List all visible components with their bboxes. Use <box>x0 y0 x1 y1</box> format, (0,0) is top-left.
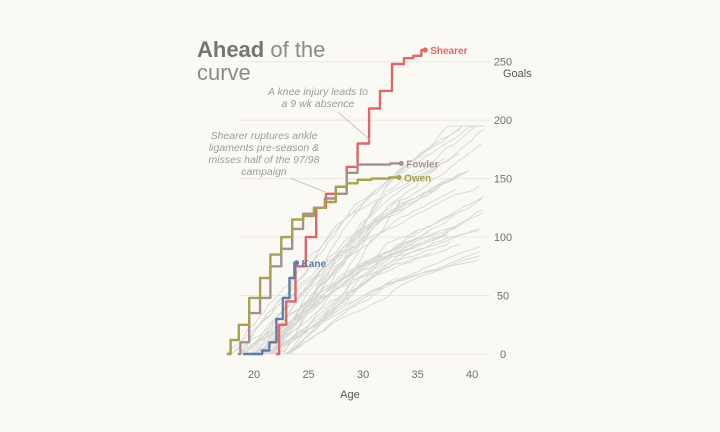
y-tick-label: 200 <box>494 115 512 127</box>
svg-text:Ahead of the: Ahead of the <box>197 37 325 62</box>
other-player-line <box>238 125 484 355</box>
annotation-knee-line-2: a 9 wk absence <box>282 98 355 110</box>
series-label-owen: Owen <box>404 173 431 184</box>
annotation-ankle-injury: Shearer ruptures ankle ligaments pre-sea… <box>209 130 326 193</box>
y-tick-label: 100 <box>494 232 512 244</box>
title-line-2: curve <box>197 60 251 85</box>
other-player-line <box>263 245 480 355</box>
annotation-knee-leader <box>337 111 371 141</box>
x-axis-label: Age <box>340 389 360 401</box>
other-player-line <box>244 189 436 355</box>
other-player-line <box>231 158 445 355</box>
x-tick-label: 20 <box>248 369 260 381</box>
series-line-fowler <box>237 162 402 356</box>
other-player-line <box>278 196 484 355</box>
y-tick-label: 150 <box>494 174 512 186</box>
annotation-ankle-leader <box>289 177 326 193</box>
x-tick-label: 30 <box>357 369 369 381</box>
y-tick-label: 0 <box>500 349 506 361</box>
other-player-line <box>255 209 483 355</box>
y-axis-ticks: 0 50 100 150 200 250 <box>494 57 512 361</box>
series-label-shearer: Shearer <box>430 46 467 57</box>
other-player-line <box>271 177 451 355</box>
annotation-ankle-line-1: Shearer ruptures ankle <box>211 130 318 142</box>
series-label-kane: Kane <box>302 259 327 270</box>
other-player-line <box>283 125 485 355</box>
annotation-knee-line-1: A knee injury leads to <box>267 86 368 98</box>
y-tick-label: 250 <box>494 57 512 69</box>
other-player-line <box>264 199 379 355</box>
other-player-line <box>286 198 402 355</box>
title-strong-word: Ahead <box>197 37 264 62</box>
annotation-ankle-line-2: ligaments pre-season & <box>209 142 319 154</box>
horizontal-gridlines <box>240 61 490 355</box>
other-player-line <box>271 231 418 355</box>
other-player-line <box>284 251 481 355</box>
other-player-line <box>287 198 483 355</box>
series-label-fowler: Fowler <box>406 159 438 170</box>
x-axis-ticks: 20 25 30 35 40 <box>248 369 478 381</box>
other-player-line <box>272 125 482 355</box>
title-rest: of the <box>264 37 325 62</box>
annotation-ankle-line-4: campaign <box>241 166 287 178</box>
series-line-owen <box>226 176 400 356</box>
x-tick-label: 35 <box>411 369 423 381</box>
other-player-line <box>239 231 430 355</box>
x-tick-label: 40 <box>466 369 478 381</box>
series-end-dot-owen <box>396 174 402 181</box>
annotation-ankle-line-3: misses half of the 97/98 <box>209 154 320 166</box>
series-end-dot-fowler <box>398 160 404 167</box>
series-end-dot-kane <box>293 260 300 266</box>
highlighted-player-lines: Shearer Fowler Owen Kane <box>226 46 468 356</box>
other-player-line <box>231 260 377 355</box>
other-player-line <box>251 212 484 355</box>
y-axis-label: Goals <box>503 68 532 80</box>
series-line-kane <box>243 261 297 356</box>
annotation-knee-injury: A knee injury leads to a 9 wk absence <box>267 86 371 141</box>
series-end-dot-shearer <box>422 47 428 53</box>
x-tick-label: 25 <box>302 369 314 381</box>
other-player-line <box>269 258 480 355</box>
other-player-line <box>241 128 461 355</box>
y-tick-label: 50 <box>497 291 509 303</box>
other-player-line <box>255 214 381 355</box>
chart-title: Ahead of the curve <box>197 37 325 85</box>
